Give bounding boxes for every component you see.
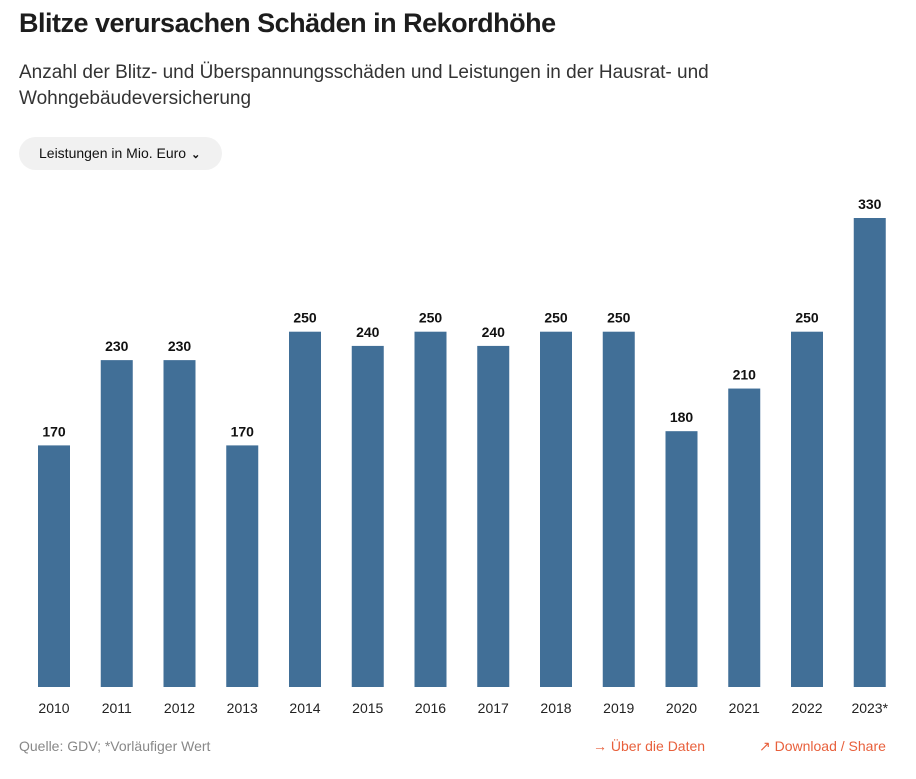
bar-2020 [665,431,698,687]
bar-2010 [38,445,70,687]
bar-2012 [163,360,196,687]
x-tick-label: 2012 [164,700,195,716]
data-label: 170 [42,423,66,439]
x-tick-label: 2022 [791,700,822,716]
bar-2023* [853,218,886,687]
data-label: 250 [419,310,443,326]
data-label: 170 [231,423,255,439]
x-tick-label: 2014 [289,700,320,716]
x-tick-label: 2020 [666,700,697,716]
x-tick-label: 2013 [227,700,258,716]
x-tick-label: 2023* [851,700,888,716]
bar-2015 [351,345,384,687]
bar-2019 [602,331,635,687]
x-tick-label: 2017 [478,700,509,716]
bar-2011 [100,360,133,687]
data-label: 210 [733,367,757,383]
bar-2016 [414,331,447,687]
data-label: 240 [482,324,506,340]
bar-2022 [791,331,823,687]
about-data-link[interactable]: → Über die Daten [593,738,706,754]
download-share-link[interactable]: ↗ Download / Share [759,738,886,754]
x-tick-label: 2010 [38,700,69,716]
chart-title: Blitze verursachen Schäden in Rekordhöhe [19,8,556,38]
x-tick-label: 2018 [540,700,571,716]
data-label: 230 [105,338,129,354]
x-tick-label: 2019 [603,700,634,716]
data-label: 250 [544,310,568,326]
data-label: 330 [858,196,882,212]
bar-2014 [289,331,321,687]
bar-2021 [728,388,761,687]
x-tick-label: 2011 [102,700,132,716]
chart-subtitle: Anzahl der Blitz- und Überspannungsschäd… [19,62,709,109]
bar-2017 [477,345,510,687]
data-label: 250 [607,310,631,326]
x-tick-label: 2016 [415,700,446,716]
x-tick-label: 2021 [729,700,760,716]
chevron-down-icon: ⌄ [191,149,201,161]
bar-2013 [226,445,259,687]
metric-dropdown[interactable]: Leistungen in Mio. Euro ⌄ [19,137,223,170]
data-label: 250 [293,310,317,326]
data-label: 240 [356,324,380,340]
data-label: 250 [795,310,819,326]
dropdown-value: Leistungen in Mio. Euro [39,145,187,161]
data-label: 180 [670,409,694,425]
source-note: Quelle: GDV; *Vorläufiger Wert [19,738,211,754]
bar-2018 [540,331,572,687]
data-label: 230 [168,338,192,354]
x-tick-label: 2015 [352,700,383,716]
